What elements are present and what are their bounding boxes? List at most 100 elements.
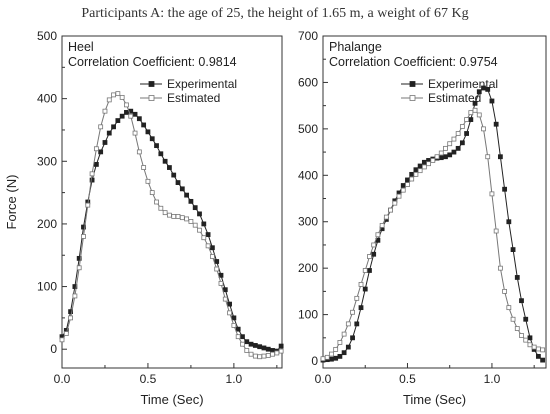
data-point — [115, 91, 121, 97]
data-point — [209, 245, 215, 251]
data-point — [413, 167, 419, 173]
data-point — [489, 98, 495, 104]
data-point — [81, 234, 86, 239]
data-point — [145, 129, 151, 135]
data-point — [535, 346, 541, 352]
data-point — [434, 154, 440, 160]
data-point — [222, 287, 228, 293]
data-point — [257, 354, 263, 360]
figure-title: Participants A: the age of 25, the heigh… — [81, 6, 468, 21]
data-point — [519, 298, 524, 304]
data-point — [136, 116, 142, 122]
data-point — [81, 224, 86, 230]
correlation-annotation: Correlation Coefficient: 0.9814 — [68, 55, 237, 69]
x-axis-label: Time (Sec) — [403, 392, 466, 407]
data-point — [392, 200, 398, 206]
data-point — [358, 282, 364, 287]
data-point — [244, 348, 250, 353]
series-line — [322, 109, 543, 360]
data-point — [154, 199, 159, 205]
data-point — [93, 162, 99, 167]
data-point — [171, 172, 177, 178]
data-point — [106, 130, 112, 136]
data-point — [128, 113, 134, 119]
data-point — [464, 131, 469, 136]
data-point — [350, 335, 355, 341]
series-line — [61, 110, 282, 352]
data-point — [468, 117, 474, 122]
data-point — [201, 235, 207, 241]
data-point — [205, 243, 211, 249]
y-tick-label: 200 — [37, 217, 57, 231]
data-point — [362, 286, 368, 292]
data-point — [231, 315, 237, 321]
legend-entry-experimental: Experimental — [140, 77, 237, 91]
data-point — [158, 151, 164, 157]
data-point — [188, 219, 194, 224]
series-experimental — [320, 85, 546, 363]
data-point — [451, 136, 457, 142]
data-point — [235, 326, 241, 332]
data-point — [523, 316, 529, 322]
data-point — [489, 191, 495, 197]
data-point — [345, 321, 351, 327]
data-point — [519, 333, 524, 338]
data-point — [485, 86, 491, 92]
data-point — [333, 347, 339, 352]
data-point — [162, 158, 168, 164]
data-point — [464, 117, 469, 122]
data-point — [405, 177, 410, 183]
data-point — [278, 348, 284, 354]
data-point — [201, 221, 207, 227]
data-point — [472, 100, 478, 106]
y-tick-label: 400 — [37, 92, 57, 106]
data-point — [481, 126, 486, 132]
y-tick-label: 500 — [37, 29, 57, 43]
legend-entry-estimated: Estimated — [401, 91, 481, 105]
data-point — [396, 193, 402, 199]
data-point — [485, 154, 491, 160]
data-point — [205, 232, 211, 237]
data-point — [354, 321, 360, 327]
data-point — [320, 356, 326, 362]
data-point — [76, 265, 82, 271]
data-point — [141, 122, 147, 128]
data-point — [261, 353, 267, 359]
y-tick-label: 500 — [298, 122, 318, 136]
data-point — [149, 190, 155, 196]
data-point — [235, 334, 241, 340]
panel-title: Phalange — [329, 40, 382, 54]
x-tick-label: 1.0 — [484, 372, 501, 386]
y-axis-label: Force (N) — [4, 175, 19, 230]
data-point — [145, 178, 151, 184]
series-experimental — [59, 108, 284, 354]
legend-label: Experimental — [428, 77, 498, 91]
data-point — [358, 305, 364, 311]
data-point — [115, 118, 121, 123]
data-point — [337, 340, 343, 345]
data-point — [341, 350, 347, 356]
data-point — [257, 344, 263, 350]
data-point — [252, 353, 258, 359]
y-tick-label: 400 — [298, 168, 318, 182]
data-point — [72, 284, 78, 289]
data-point — [413, 171, 419, 177]
data-point — [192, 222, 198, 228]
data-point — [506, 219, 512, 225]
data-point — [514, 275, 520, 280]
data-point — [132, 130, 138, 136]
data-point — [510, 316, 516, 322]
panel-title: Heel — [68, 40, 94, 54]
data-point — [63, 331, 69, 336]
data-point — [345, 344, 351, 350]
legend-label: Estimated — [428, 91, 481, 105]
data-point — [184, 192, 190, 198]
data-point — [350, 309, 355, 315]
data-point — [455, 131, 461, 136]
data-point — [89, 177, 95, 183]
data-point — [333, 355, 339, 361]
chart-panel-2: 0 100 200 300 400 500 600 700 0.0 0.5 1.0 Time (Sec… — [298, 29, 547, 407]
data-point — [430, 158, 436, 163]
data-point — [252, 343, 258, 348]
data-point — [329, 351, 334, 357]
